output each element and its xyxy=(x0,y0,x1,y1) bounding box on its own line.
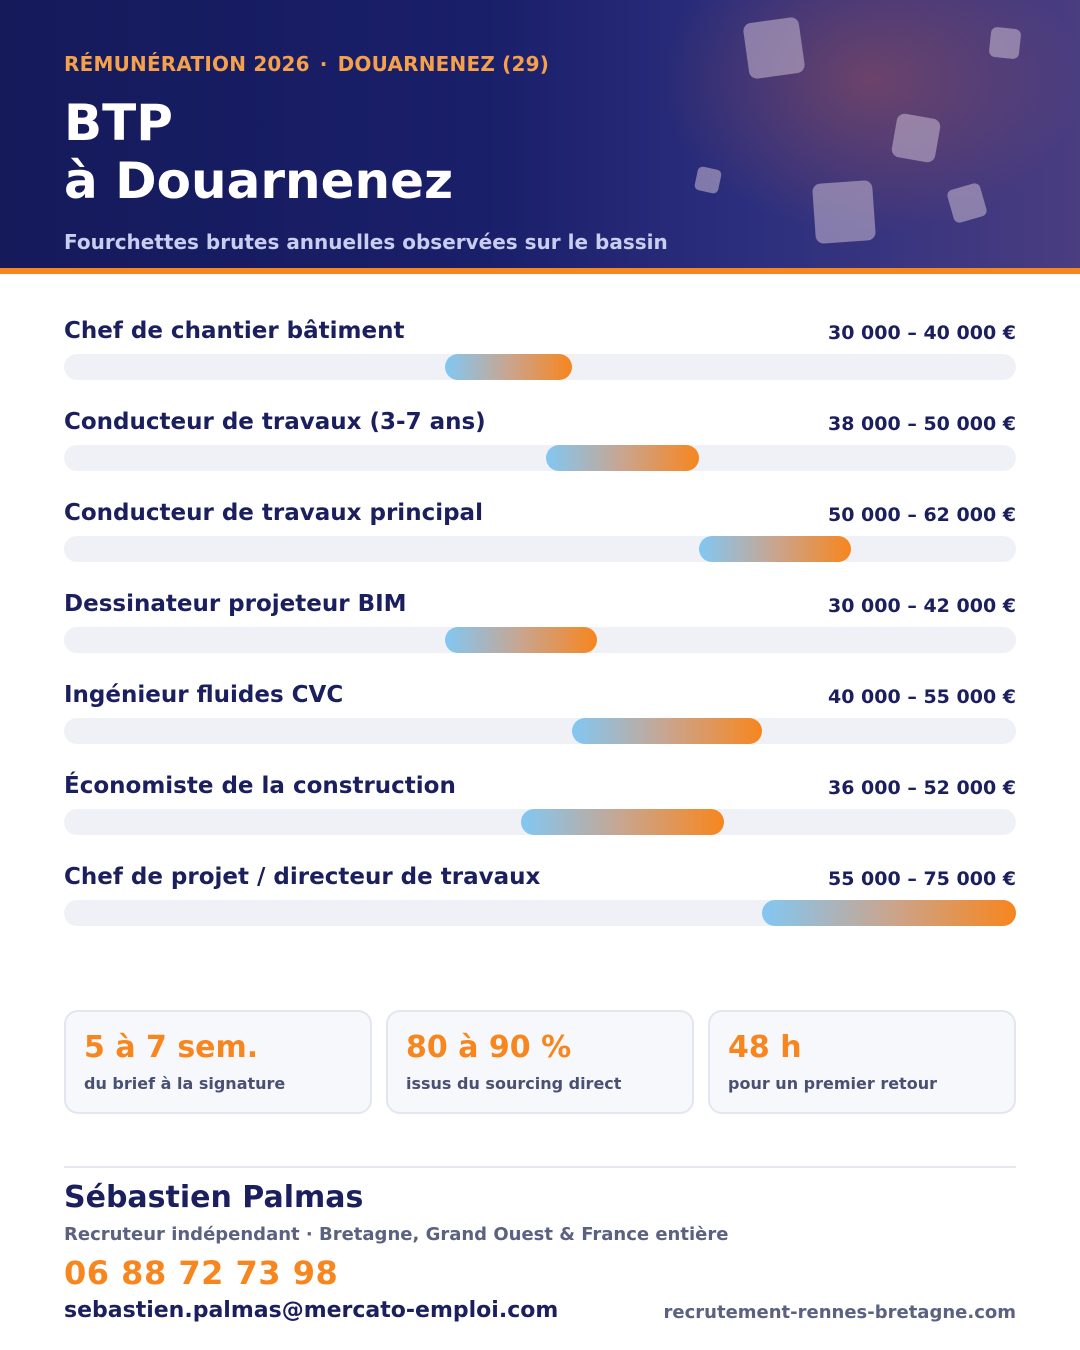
salary-row: Dessinateur projeteur BIM 30 000 – 42 00… xyxy=(64,589,1016,680)
range-fill xyxy=(445,354,572,380)
stat-value: 80 à 90 % xyxy=(406,1030,572,1065)
range-fill xyxy=(572,718,762,744)
decorative-square xyxy=(945,181,989,225)
range-track xyxy=(64,718,1016,744)
range-fill xyxy=(699,536,851,562)
salary-range: 38 000 – 50 000 € xyxy=(828,413,1016,435)
stat-value: 48 h xyxy=(728,1030,802,1065)
stat-label: du brief à la signature xyxy=(84,1074,286,1093)
salary-range: 50 000 – 62 000 € xyxy=(828,504,1016,526)
salary-row: Chef de chantier bâtiment 30 000 – 40 00… xyxy=(64,316,1016,407)
salary-row: Conducteur de travaux principal 50 000 –… xyxy=(64,498,1016,589)
stats-cards: 5 à 7 sem. du brief à la signature 80 à … xyxy=(64,1010,1016,1114)
job-title: Ingénieur fluides CVC xyxy=(64,682,344,708)
range-track xyxy=(64,627,1016,653)
decorative-square xyxy=(811,179,877,245)
decorative-square xyxy=(742,16,806,80)
eyebrow-topic: RÉMUNÉRATION 2026 xyxy=(64,52,310,76)
range-fill xyxy=(546,445,699,471)
range-track xyxy=(64,900,1016,926)
job-title: Conducteur de travaux (3-7 ans) xyxy=(64,409,486,435)
range-fill xyxy=(762,900,1016,926)
salary-range: 30 000 – 40 000 € xyxy=(828,322,1016,344)
page-title: BTP à Douarnenez xyxy=(64,94,453,210)
job-title: Économiste de la construction xyxy=(64,773,456,799)
stat-label: issus du sourcing direct xyxy=(406,1074,622,1093)
title-line-2: à Douarnenez xyxy=(64,152,454,210)
salary-row: Chef de projet / directeur de travaux 55… xyxy=(64,862,1016,953)
range-track xyxy=(64,354,1016,380)
range-track xyxy=(64,445,1016,471)
salary-range: 40 000 – 55 000 € xyxy=(828,686,1016,708)
range-fill xyxy=(445,627,597,653)
job-title: Chef de chantier bâtiment xyxy=(64,318,405,344)
salary-list: Chef de chantier bâtiment 30 000 – 40 00… xyxy=(64,316,1016,953)
stat-card-delay: 5 à 7 sem. du brief à la signature xyxy=(64,1010,372,1114)
salary-row: Conducteur de travaux (3-7 ans) 38 000 –… xyxy=(64,407,1016,498)
stat-value: 5 à 7 sem. xyxy=(84,1030,259,1065)
job-title: Chef de projet / directeur de travaux xyxy=(64,864,541,890)
title-line-1: BTP xyxy=(64,94,173,152)
range-track xyxy=(64,536,1016,562)
job-title: Dessinateur projeteur BIM xyxy=(64,591,407,617)
salary-range: 36 000 – 52 000 € xyxy=(828,777,1016,799)
header-accent-stripe xyxy=(0,268,1080,274)
contact-role: Recruteur indépendant · Bretagne, Grand … xyxy=(64,1224,729,1245)
decorative-square xyxy=(988,26,1022,60)
website-link[interactable]: recrutement-rennes-bretagne.com xyxy=(663,1302,1016,1323)
footer-divider xyxy=(64,1166,1016,1168)
job-title: Conducteur de travaux principal xyxy=(64,500,483,526)
page-subtitle: Fourchettes brutes annuelles observées s… xyxy=(64,230,668,254)
salary-row: Économiste de la construction 36 000 – 5… xyxy=(64,771,1016,862)
salary-row: Ingénieur fluides CVC 40 000 – 55 000 € xyxy=(64,680,1016,771)
eyebrow-location: DOUARNENEZ (29) xyxy=(337,52,550,76)
range-track xyxy=(64,809,1016,835)
contact-name: Sébastien Palmas xyxy=(64,1180,364,1215)
stat-card-sourcing: 80 à 90 % issus du sourcing direct xyxy=(386,1010,694,1114)
decorative-square xyxy=(693,165,723,195)
eyebrow-separator: · xyxy=(319,52,328,76)
salary-range: 55 000 – 75 000 € xyxy=(828,868,1016,890)
header-banner: RÉMUNÉRATION 2026 · DOUARNENEZ (29) BTP à … xyxy=(0,0,1080,268)
phone-link[interactable]: 06 88 72 73 98 xyxy=(64,1254,339,1292)
stat-card-response: 48 h pour un premier retour xyxy=(708,1010,1016,1114)
eyebrow: RÉMUNÉRATION 2026 · DOUARNENEZ (29) xyxy=(64,52,549,76)
salary-range: 30 000 – 42 000 € xyxy=(828,595,1016,617)
range-fill xyxy=(521,809,724,835)
decorative-square xyxy=(890,112,942,164)
email-link[interactable]: sebastien.palmas@mercato-emploi.com xyxy=(64,1298,559,1323)
stat-label: pour un premier retour xyxy=(728,1074,937,1093)
